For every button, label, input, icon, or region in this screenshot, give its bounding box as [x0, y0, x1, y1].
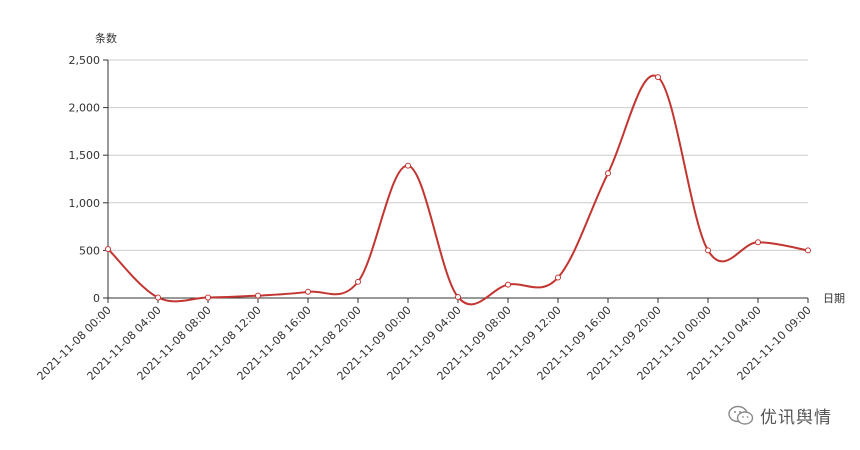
y-tick-label: 0	[93, 292, 100, 305]
y-axis-title: 条数	[95, 31, 117, 45]
data-point	[705, 247, 711, 254]
x-axis-title: 日期	[823, 292, 845, 305]
y-tick-label: 2,500	[69, 54, 101, 67]
data-point	[555, 274, 561, 281]
y-tick-labels: 0 500 1,000 1,500 2,000 2,500	[69, 54, 101, 305]
data-point	[655, 74, 661, 81]
y-tick-label: 500	[79, 244, 100, 257]
data-point	[505, 281, 511, 288]
y-tick-label: 1,000	[69, 197, 101, 210]
data-point	[455, 294, 461, 301]
data-point	[605, 170, 611, 177]
watermark: 优讯舆情	[728, 403, 832, 428]
series-line	[107, 74, 809, 306]
data-point	[305, 288, 311, 295]
y-tick-label: 2,000	[69, 102, 101, 115]
axes	[103, 59, 809, 303]
series-layer	[105, 74, 811, 306]
data-point	[155, 294, 161, 301]
data-point	[105, 245, 111, 252]
data-point	[355, 278, 361, 285]
watermark-text: 优讯舆情	[760, 408, 832, 428]
y-tick-label: 1,500	[69, 149, 101, 162]
data-point	[405, 162, 411, 169]
data-point	[805, 247, 811, 254]
grid-lines	[108, 59, 808, 251]
wechat-icon	[728, 405, 754, 425]
data-point	[205, 294, 211, 301]
data-point	[255, 292, 261, 299]
data-point	[755, 239, 761, 246]
